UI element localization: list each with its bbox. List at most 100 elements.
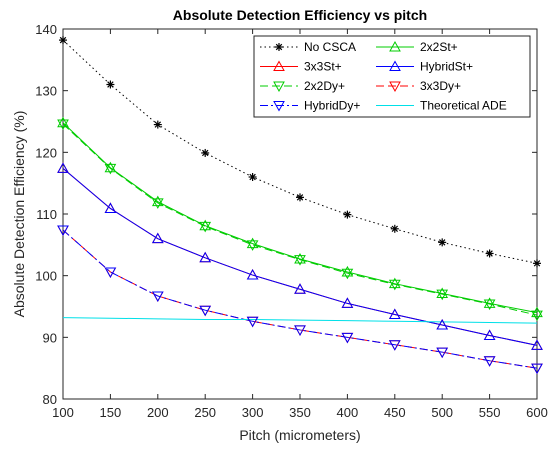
legend-entry: HybridDy+ xyxy=(260,99,360,113)
data-point xyxy=(199,305,212,317)
data-point xyxy=(390,224,399,233)
data-point xyxy=(104,163,117,175)
data-point xyxy=(104,202,117,213)
data-point xyxy=(436,289,449,301)
data-point xyxy=(483,299,496,311)
data-point xyxy=(341,297,354,308)
x-tick-label: 350 xyxy=(289,405,311,420)
data-point xyxy=(246,240,259,251)
legend-box xyxy=(253,35,531,118)
legend: No CSCA 2x2St+ 3x3St+ HybridSt+ 2x2Dy+ 3x3Dy+… xyxy=(253,35,531,118)
data-point xyxy=(436,318,449,330)
axis-ticks: 100 150 200 250 300 350 400 450 500 550 600 80 90 100… xyxy=(35,22,548,420)
y-tick-label: 90 xyxy=(43,330,57,345)
x-tick-label: 250 xyxy=(194,405,216,420)
data-point xyxy=(436,287,449,299)
legend-entry: 3x3St+ xyxy=(260,60,342,74)
series-markers xyxy=(57,36,543,375)
series-line-7 xyxy=(62,317,538,324)
data-point xyxy=(531,310,543,322)
data-point xyxy=(388,277,401,289)
data-point xyxy=(341,265,354,277)
x-tick-label: 450 xyxy=(384,405,406,420)
legend-marker xyxy=(389,40,401,52)
legend-label: 2x2St+ xyxy=(420,40,458,54)
data-point xyxy=(246,316,259,328)
y-axis-label: Absolute Detection Efficiency (%) xyxy=(11,111,27,318)
legend-entry: 2x2St+ xyxy=(376,40,458,54)
data-point xyxy=(199,251,212,263)
legend-entry: HybridSt+ xyxy=(376,60,473,74)
data-point xyxy=(59,36,67,45)
x-tick-label: 300 xyxy=(242,405,264,420)
y-tick-label: 130 xyxy=(35,84,57,99)
data-point xyxy=(438,238,447,247)
legend-marker xyxy=(275,43,283,51)
data-point xyxy=(388,340,401,351)
x-tick-label: 200 xyxy=(147,405,169,420)
data-point xyxy=(343,210,352,219)
legend-entry: 3x3Dy+ xyxy=(376,79,461,93)
data-point xyxy=(294,325,306,336)
x-tick-label: 100 xyxy=(52,405,74,420)
data-point xyxy=(388,308,401,320)
series-line-1 xyxy=(62,122,538,314)
data-point xyxy=(57,116,69,128)
data-point xyxy=(531,306,543,318)
x-tick-label: 500 xyxy=(431,405,453,420)
chart-title: Absolute Detection Efficiency vs pitch xyxy=(173,7,427,23)
x-axis-label: Pitch (micrometers) xyxy=(239,427,360,443)
legend-marker xyxy=(389,81,401,93)
data-point xyxy=(104,267,117,278)
data-point xyxy=(294,252,306,264)
legend-entry: 2x2Dy+ xyxy=(260,79,345,93)
series-line-4 xyxy=(62,123,538,316)
y-tick-label: 140 xyxy=(35,22,57,37)
legend-label: Theoretical ADE xyxy=(420,99,507,113)
data-point xyxy=(199,219,212,231)
data-point xyxy=(388,279,401,291)
series-line-3 xyxy=(62,167,538,346)
data-point xyxy=(341,332,354,344)
legend-label: 3x3Dy+ xyxy=(420,79,461,93)
series-lines xyxy=(62,39,538,369)
legend-label: No CSCA xyxy=(304,40,356,54)
data-point xyxy=(294,255,306,266)
data-point xyxy=(296,193,304,202)
data-point xyxy=(246,237,259,249)
data-point xyxy=(57,119,69,130)
x-tick-label: 600 xyxy=(526,405,548,420)
legend-label: HybridSt+ xyxy=(420,60,473,74)
legend-marker xyxy=(273,81,285,93)
legend-entry: Theoretical ADE xyxy=(376,99,507,113)
y-tick-label: 110 xyxy=(36,207,57,222)
data-point xyxy=(151,232,164,244)
data-point xyxy=(151,198,164,209)
y-tick-label: 100 xyxy=(35,269,57,284)
data-point xyxy=(531,339,543,350)
x-tick-label: 150 xyxy=(100,405,122,420)
data-point xyxy=(106,80,115,89)
data-point xyxy=(483,356,496,367)
data-point xyxy=(153,120,162,129)
data-point xyxy=(104,161,117,173)
data-point xyxy=(151,195,164,207)
data-point xyxy=(151,291,164,303)
data-point xyxy=(483,297,496,308)
data-point xyxy=(57,225,69,237)
legend-label: 2x2Dy+ xyxy=(304,79,345,93)
legend-marker xyxy=(273,101,285,112)
data-point xyxy=(483,329,496,340)
series-line-6 xyxy=(62,229,538,369)
legend-marker xyxy=(273,60,285,71)
x-tick-label: 400 xyxy=(337,405,359,420)
y-tick-label: 120 xyxy=(35,145,57,160)
legend-label: 3x3St+ xyxy=(304,60,342,74)
y-tick-label: 80 xyxy=(43,392,57,407)
legend-marker xyxy=(389,60,401,71)
data-point xyxy=(436,347,449,359)
data-point xyxy=(294,283,306,294)
data-point xyxy=(246,269,259,280)
data-point xyxy=(531,363,543,375)
